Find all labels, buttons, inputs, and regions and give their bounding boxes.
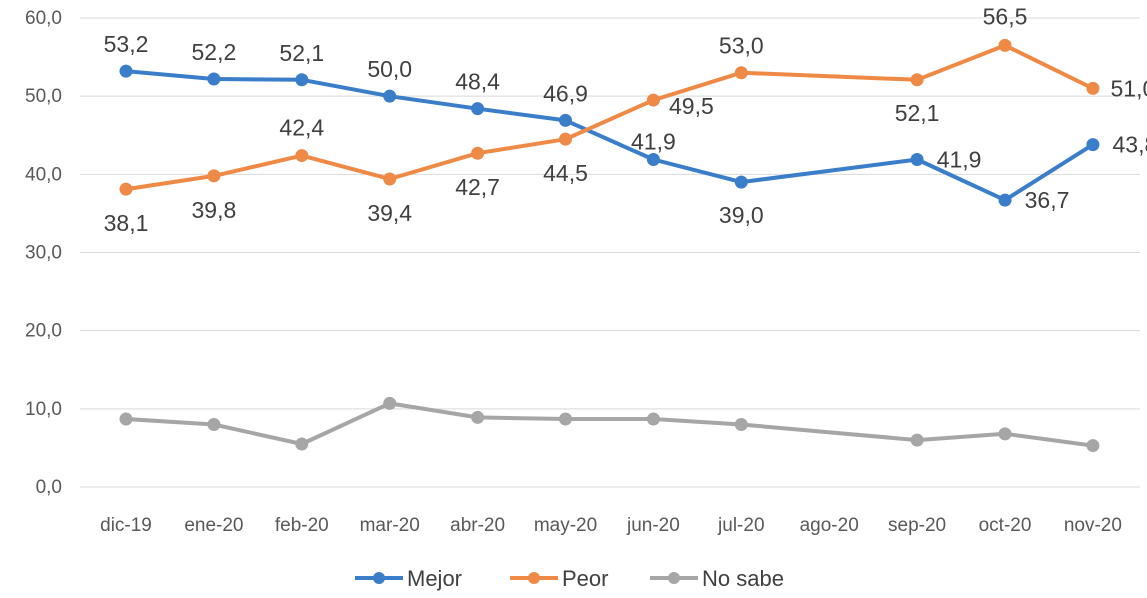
data-label: 44,5 xyxy=(543,160,588,186)
data-point xyxy=(646,93,660,107)
data-point xyxy=(998,38,1012,52)
data-point xyxy=(559,132,572,146)
data-point xyxy=(119,64,133,78)
data-point xyxy=(1086,138,1100,152)
x-tick-label: jun-20 xyxy=(626,515,680,536)
data-label: 53,2 xyxy=(104,31,149,57)
series-line-no-sabe xyxy=(125,401,1094,448)
data-label: 48,4 xyxy=(455,69,500,95)
y-tick-label: 60,0 xyxy=(25,8,62,29)
data-label: 52,1 xyxy=(895,100,940,126)
data-label: 52,2 xyxy=(192,39,237,65)
data-label: 46,9 xyxy=(543,80,588,106)
data-point xyxy=(646,152,660,166)
x-tick-label: feb-20 xyxy=(275,515,329,536)
data-label: 56,5 xyxy=(983,3,1028,29)
data-point xyxy=(295,73,309,87)
data-point xyxy=(559,113,572,127)
data-labels: 53,2 52,2 52,1 50,0 48,4 46,9 41,9 39,0 41,9 36,7… xyxy=(104,3,1147,236)
y-axis: 0,0 10,0 20,0 30,0 40,0 50,0 60,0 xyxy=(25,8,62,498)
legend-label: Mejor xyxy=(407,566,462,591)
x-tick-label: ago-20 xyxy=(800,515,859,536)
y-tick-label: 30,0 xyxy=(25,243,62,264)
legend-marker xyxy=(373,572,385,584)
x-tick-label: may-20 xyxy=(534,515,597,536)
x-tick-label: ene-20 xyxy=(184,515,243,536)
y-tick-label: 20,0 xyxy=(25,321,62,342)
data-point xyxy=(207,72,221,86)
data-point xyxy=(471,146,485,160)
x-tick-label: nov-20 xyxy=(1064,515,1122,536)
data-label: 53,0 xyxy=(719,33,764,59)
x-tick-label: oct-20 xyxy=(979,515,1032,536)
data-point xyxy=(1086,439,1100,453)
data-label: 39,8 xyxy=(192,197,237,223)
data-label: 50,0 xyxy=(367,56,412,82)
legend-label: No sabe xyxy=(702,566,784,591)
data-label: 39,4 xyxy=(367,200,412,226)
gridlines xyxy=(80,17,1140,488)
data-point xyxy=(910,433,924,447)
data-point xyxy=(734,175,748,189)
data-label: 41,9 xyxy=(631,128,676,154)
x-axis: dic-19 ene-20 feb-20 mar-20 abr-20 may-20 jun-… xyxy=(100,515,1122,536)
x-tick-label: abr-20 xyxy=(450,515,505,536)
data-point xyxy=(646,412,660,426)
data-point xyxy=(471,102,485,116)
data-point xyxy=(998,193,1012,207)
data-point xyxy=(734,417,748,431)
legend: Mejor Peor No sabe xyxy=(355,566,784,591)
legend-marker xyxy=(668,572,680,584)
data-label: 36,7 xyxy=(1025,187,1070,213)
y-tick-label: 50,0 xyxy=(25,86,62,107)
data-point xyxy=(383,172,397,186)
y-tick-label: 10,0 xyxy=(25,399,62,420)
data-label: 52,1 xyxy=(279,40,324,66)
series-lines xyxy=(119,38,1100,453)
data-label: 38,1 xyxy=(104,210,149,236)
y-tick-label: 40,0 xyxy=(25,164,62,185)
data-point xyxy=(1086,81,1100,95)
data-point xyxy=(383,396,397,410)
legend-label: Peor xyxy=(562,566,608,591)
data-point xyxy=(910,73,924,87)
data-label: 49,5 xyxy=(669,93,714,119)
data-label: 51,0 xyxy=(1111,75,1147,101)
data-point xyxy=(383,89,397,103)
data-point xyxy=(295,437,309,451)
data-point xyxy=(119,182,133,196)
data-label: 39,0 xyxy=(719,202,764,228)
data-point xyxy=(471,410,485,424)
y-tick-label: 0,0 xyxy=(36,477,62,498)
data-point xyxy=(910,152,924,166)
data-point xyxy=(559,412,572,426)
data-label: 42,7 xyxy=(455,174,500,200)
data-point xyxy=(119,412,133,426)
x-tick-label: mar-20 xyxy=(360,515,420,536)
data-label: 43,8 xyxy=(1113,132,1147,158)
x-tick-label: dic-19 xyxy=(100,515,152,536)
legend-marker xyxy=(528,572,540,584)
x-tick-label: jul-20 xyxy=(717,515,764,536)
data-point xyxy=(998,427,1012,441)
data-label: 42,4 xyxy=(279,115,324,141)
data-point xyxy=(207,169,221,183)
series-line-mejor xyxy=(125,69,1094,203)
data-label: 41,9 xyxy=(937,146,982,172)
data-point xyxy=(295,149,309,163)
x-tick-label: sep-20 xyxy=(888,515,946,536)
data-point xyxy=(734,66,748,80)
data-point xyxy=(207,417,221,431)
